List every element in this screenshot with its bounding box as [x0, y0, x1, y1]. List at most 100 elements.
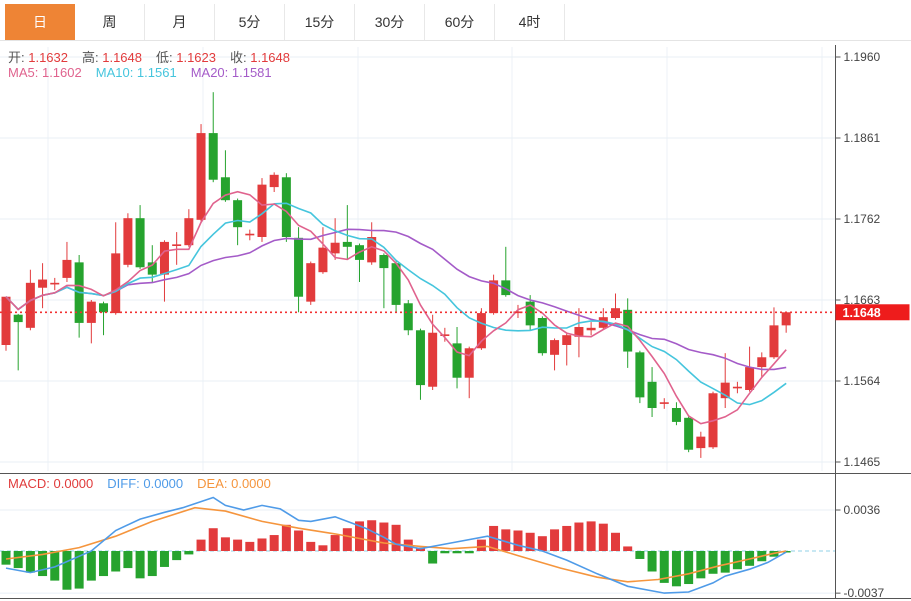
macd-bar: [13, 551, 23, 569]
price-tick-label: 1.1663: [844, 293, 881, 307]
candle-body: [537, 318, 547, 354]
candle-body: [440, 334, 450, 336]
candle-body: [318, 247, 328, 273]
macd-bar: [245, 541, 255, 551]
macd-bar: [306, 541, 316, 551]
macd-bar: [208, 528, 218, 551]
macd-bar: [464, 551, 474, 554]
tab-30min[interactable]: 30分: [355, 4, 425, 40]
dea-line: [5, 506, 787, 583]
candle-body: [732, 386, 742, 389]
macd-bar: [111, 551, 121, 572]
macd-bar: [342, 528, 352, 551]
legend-label: MA20:: [190, 65, 232, 80]
macd-bar: [367, 520, 377, 551]
candle-body: [757, 357, 767, 368]
legend-value: 1.1648: [250, 50, 290, 65]
candle-body: [220, 177, 230, 201]
candle-body: [294, 237, 304, 297]
macd-bar: [25, 551, 35, 573]
macd-bar: [257, 538, 267, 551]
candle-body: [781, 312, 791, 326]
macd-bar: [440, 551, 450, 554]
candle-body: [403, 303, 413, 331]
candle-body: [269, 174, 279, 188]
candle-body: [367, 237, 377, 263]
ohlc-legend-item: 高: 1.1648: [82, 50, 142, 65]
legend-label: 收:: [230, 50, 251, 65]
legend-label: DEA:: [197, 476, 232, 491]
candle-body: [635, 352, 645, 398]
candle-body: [720, 382, 730, 399]
tab-week[interactable]: 周: [75, 4, 145, 40]
candle-body: [330, 242, 340, 254]
legend-value: 0.0000: [143, 476, 184, 491]
candle-body: [50, 282, 60, 285]
macd-bar: [452, 551, 462, 554]
macd-bar: [501, 529, 511, 551]
legend-label: 开:: [8, 50, 29, 65]
macd-bar: [147, 551, 157, 577]
macd-bar: [38, 551, 48, 577]
candle-body: [489, 280, 499, 314]
macd-bar: [318, 545, 328, 551]
macd-chart: 0.0036 -0.0037: [0, 473, 911, 600]
legend-label: MA10:: [95, 65, 137, 80]
candle-body: [257, 184, 267, 237]
macd-legend-item: DIFF: 0.0000: [107, 476, 183, 491]
legend-value: 0.0000: [53, 476, 94, 491]
tab-4hour[interactable]: 4时: [495, 4, 565, 40]
candle-body: [684, 417, 694, 450]
candle-body: [342, 241, 352, 247]
legend-value: 1.1561: [136, 65, 177, 80]
macd-bar: [513, 530, 523, 551]
macd-bar: [635, 551, 645, 559]
current-price-badge: [835, 304, 910, 321]
tab-15min[interactable]: 15分: [285, 4, 355, 40]
macd-legend: MACD: 0.0000 DIFF: 0.0000 DEA: 0.0000: [8, 476, 285, 491]
macd-bar: [172, 551, 182, 561]
macd-tick-label: 0.0036: [844, 503, 881, 517]
ma20-line: [5, 228, 787, 371]
candle-body: [306, 263, 316, 302]
candle-body: [513, 311, 523, 314]
tab-60min[interactable]: 60分: [425, 4, 495, 40]
candle-body: [147, 262, 157, 275]
macd-bar: [196, 539, 206, 551]
macd-bar: [355, 521, 365, 551]
candle-body: [184, 218, 194, 246]
macd-bar: [684, 551, 694, 585]
candle-body: [525, 301, 535, 326]
candle-body: [452, 343, 462, 378]
price-tick-label: 1.1564: [844, 374, 881, 388]
tab-day[interactable]: 日: [5, 4, 75, 40]
candle-body: [159, 241, 169, 275]
tab-5min[interactable]: 5分: [215, 4, 285, 40]
candle-body: [659, 402, 669, 404]
candle-body: [13, 314, 23, 323]
candle-body: [111, 253, 121, 314]
candle-body: [391, 263, 401, 305]
macd-legend-item: DEA: 0.0000: [197, 476, 271, 491]
tab-month[interactable]: 月: [145, 4, 215, 40]
macd-bar: [671, 551, 681, 587]
candle-body: [99, 303, 109, 313]
legend-label: 高:: [82, 50, 103, 65]
macd-bar: [233, 539, 243, 551]
macd-bar: [330, 535, 340, 551]
candle-body: [574, 327, 584, 337]
price-tick-label: 1.1861: [844, 131, 881, 145]
macd-bar: [50, 551, 60, 581]
ohlc-legend-item: 收: 1.1648: [230, 50, 290, 65]
ma10-line: [5, 202, 787, 406]
macd-bar: [708, 551, 718, 574]
diff-line: [5, 496, 787, 594]
macd-bar: [720, 551, 730, 573]
macd-bar: [659, 551, 669, 583]
candle-body: [281, 177, 291, 237]
candle-body: [196, 133, 206, 220]
candle-body: [464, 348, 474, 378]
macd-bar: [586, 521, 596, 551]
ma-legend-item: MA10: 1.1561: [96, 65, 177, 80]
